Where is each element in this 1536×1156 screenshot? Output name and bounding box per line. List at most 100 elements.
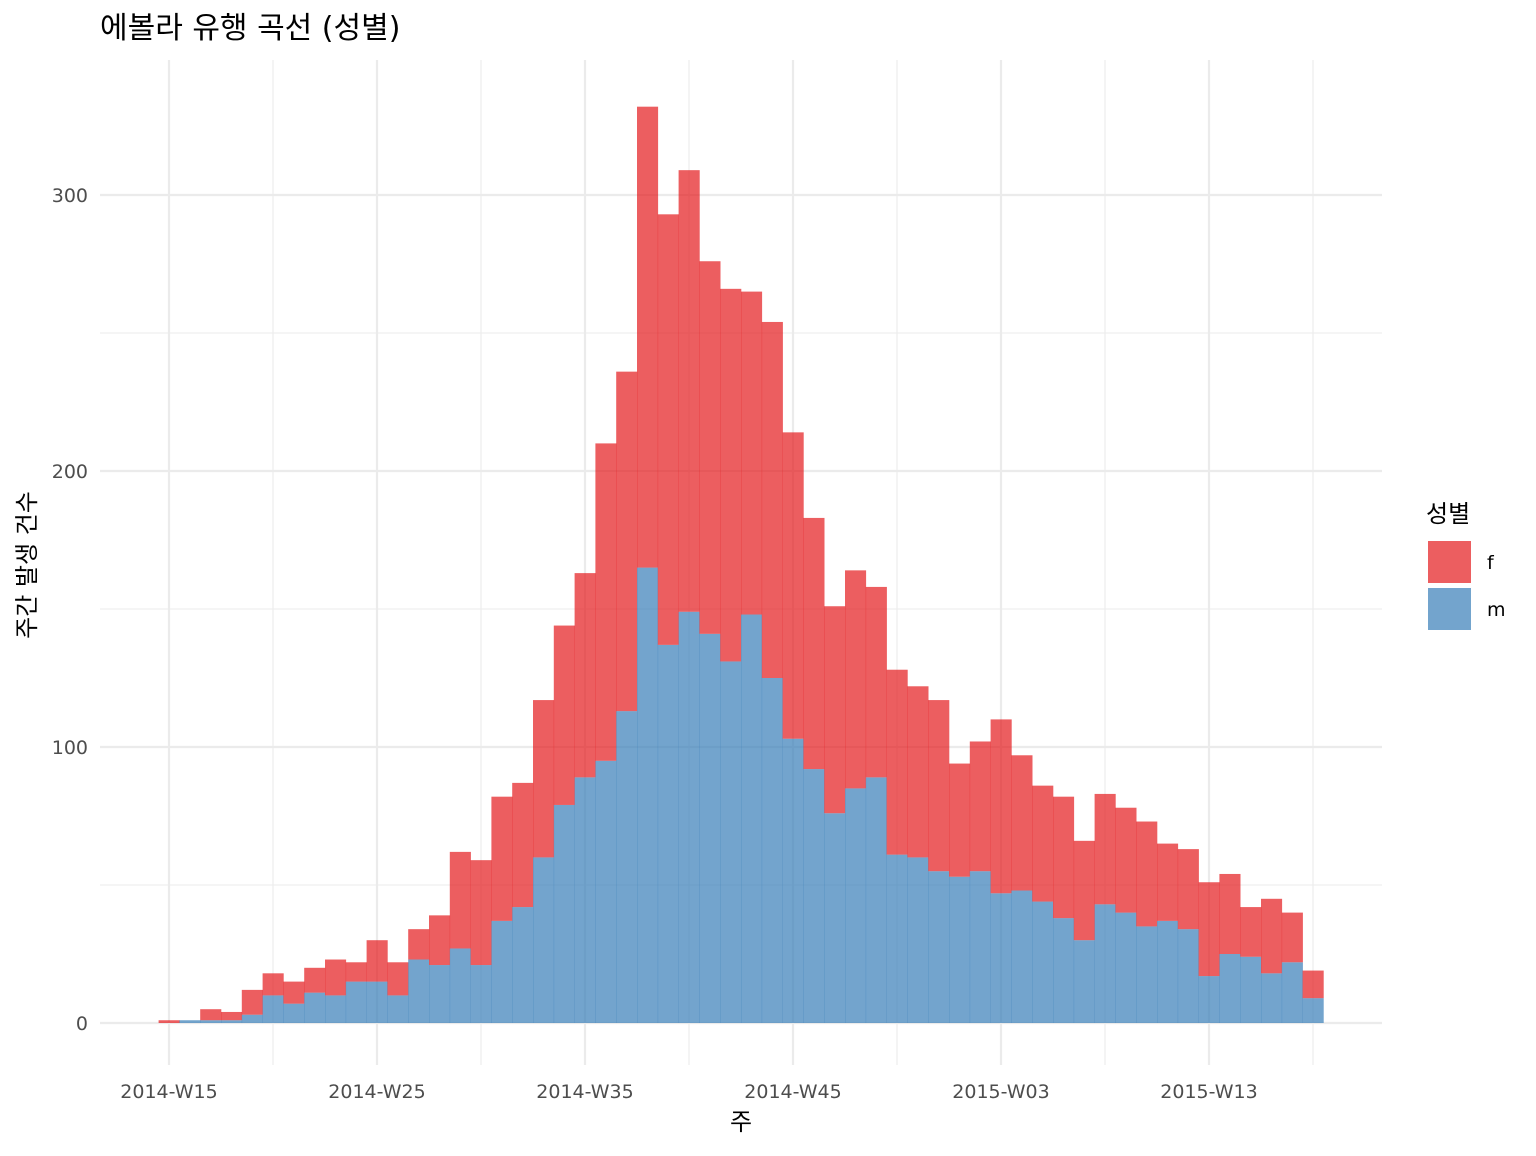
- y-tick-label: 0: [76, 1013, 88, 1035]
- bar-m: [845, 788, 867, 1023]
- bar-f: [449, 851, 471, 949]
- chart-title: 에볼라 유행 곡선 (성별): [100, 11, 400, 46]
- bar-f: [1302, 970, 1324, 999]
- bar-f: [262, 973, 284, 996]
- x-tick-label: 2015-W13: [1160, 1081, 1257, 1103]
- bar-f: [699, 261, 721, 634]
- bar-m: [283, 1003, 305, 1023]
- bar-f: [574, 573, 596, 778]
- bar-f: [345, 962, 367, 982]
- y-axis-label: 주간 발생 건수: [13, 491, 41, 639]
- bar-m: [657, 644, 679, 1023]
- bar-f: [533, 700, 555, 858]
- bar-f: [907, 686, 929, 858]
- bar-m: [512, 907, 534, 1023]
- bar-m: [1094, 904, 1116, 1023]
- bar-f: [1115, 807, 1137, 913]
- bar-f: [720, 288, 742, 662]
- bar-f: [657, 214, 679, 645]
- x-tick-label: 2014-W35: [536, 1081, 633, 1103]
- bar-m: [429, 965, 451, 1023]
- bar-m: [928, 871, 950, 1023]
- bar-f: [1073, 840, 1095, 941]
- bar-m: [470, 965, 492, 1023]
- legend-label-m: m: [1487, 599, 1506, 621]
- bar-m: [345, 981, 367, 1023]
- bar-m: [325, 995, 347, 1023]
- x-tick-label: 2015-W03: [952, 1081, 1049, 1103]
- bar-m: [533, 857, 555, 1023]
- bar-m: [907, 857, 929, 1023]
- x-axis-ticks: 2014-W15 2014-W25 2014-W35 2014-W45 2015-W03…: [120, 1081, 1257, 1103]
- bar-m: [491, 920, 513, 1023]
- bar-f: [637, 106, 659, 568]
- bar-f: [325, 959, 347, 996]
- bar-m: [803, 769, 825, 1023]
- bar-m: [1157, 920, 1179, 1023]
- bar-m: [449, 948, 471, 1023]
- bar-f: [1240, 907, 1262, 957]
- legend-label-f: f: [1487, 552, 1495, 574]
- bar-f: [283, 981, 305, 1004]
- bar-m: [1177, 929, 1199, 1023]
- bar-m: [241, 1014, 263, 1023]
- bar-m: [574, 777, 596, 1023]
- bar-m: [1261, 973, 1283, 1023]
- bar-m: [616, 711, 638, 1023]
- bar-m: [741, 614, 763, 1023]
- bar-m: [1032, 901, 1054, 1023]
- bar-f: [366, 940, 388, 982]
- bar-f: [1198, 882, 1220, 977]
- bar-m: [678, 611, 700, 1023]
- bar-f: [553, 625, 575, 805]
- bar-m: [990, 893, 1012, 1023]
- bar-m: [262, 995, 284, 1023]
- y-tick-label: 100: [52, 737, 88, 759]
- bar-m: [1053, 918, 1075, 1023]
- bar-m: [221, 1020, 243, 1023]
- x-tick-label: 2014-W45: [744, 1081, 841, 1103]
- bar-m: [824, 813, 846, 1023]
- bar-m: [408, 959, 430, 1023]
- bar-f: [865, 586, 887, 778]
- bar-f: [928, 700, 950, 872]
- bar-m: [553, 804, 575, 1023]
- bar-f: [408, 929, 430, 960]
- y-tick-label: 300: [52, 185, 88, 207]
- bar-m: [761, 678, 783, 1023]
- bar-m: [637, 567, 659, 1023]
- x-tick-label: 2014-W15: [120, 1081, 217, 1103]
- x-tick-label: 2014-W25: [328, 1081, 425, 1103]
- bar-m: [1073, 940, 1095, 1023]
- bar-f: [429, 915, 451, 966]
- bar-f: [616, 371, 638, 712]
- legend-title: 성별: [1426, 500, 1470, 528]
- bar-f: [1177, 849, 1199, 930]
- bar-f: [1261, 898, 1283, 974]
- bar-f: [512, 782, 534, 908]
- x-axis-label: 주: [730, 1108, 752, 1136]
- bar-f: [1281, 912, 1303, 963]
- bar-f: [1032, 785, 1054, 902]
- bar-f: [304, 967, 326, 993]
- bar-f: [1094, 793, 1116, 905]
- bar-f: [470, 860, 492, 966]
- bar-m: [699, 633, 721, 1023]
- bar-m: [179, 1020, 201, 1023]
- legend-key-m: [1428, 588, 1471, 630]
- bar-f: [803, 517, 825, 770]
- legend-key-f: [1428, 541, 1471, 583]
- bar-f: [845, 570, 867, 789]
- bar-f: [886, 669, 908, 855]
- bar-m: [200, 1020, 222, 1023]
- bar-f: [491, 796, 513, 921]
- bars: [158, 106, 1324, 1023]
- bar-f: [782, 432, 804, 739]
- bar-m: [720, 661, 742, 1023]
- bar-f: [990, 719, 1012, 894]
- bar-m: [1198, 976, 1220, 1023]
- bar-f: [949, 763, 971, 877]
- bar-f: [824, 606, 846, 814]
- bar-f: [200, 1009, 222, 1021]
- bar-m: [304, 992, 326, 1023]
